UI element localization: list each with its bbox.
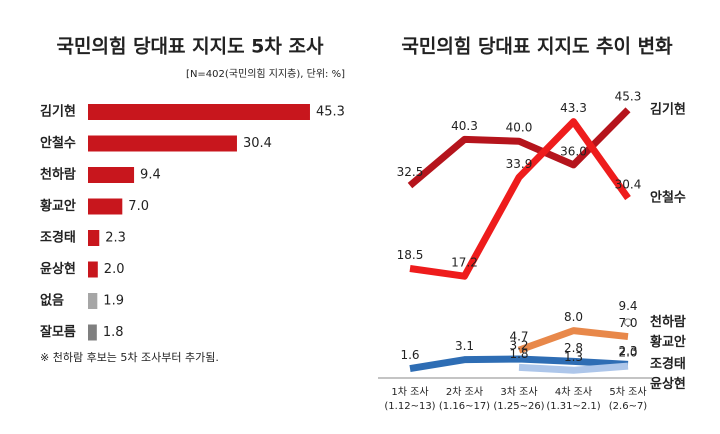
series-label: 천하람	[650, 314, 686, 330]
x-tick-label: (1.16~17)	[439, 401, 490, 412]
value-label: 2.0	[618, 346, 637, 360]
x-tick-label: (2.6~7)	[609, 401, 648, 412]
x-tick-label: (1.12~13)	[384, 401, 435, 412]
category-label: 김기현	[40, 104, 76, 120]
value-label: 43.3	[560, 101, 587, 115]
series-label: 윤상현	[650, 376, 686, 392]
value-label: 1.6	[400, 348, 419, 362]
bar	[88, 135, 237, 152]
value-label: 1.3	[564, 350, 583, 364]
line	[409, 355, 629, 372]
x-tick-label: (1.25~26)	[493, 401, 544, 412]
footnote: ※ 천하람 후보는 5차 조사부터 추가됨.	[40, 350, 219, 364]
value-label: 2.8	[564, 341, 583, 355]
value-label: 4.7	[509, 330, 528, 344]
category-label: 없음	[40, 293, 64, 309]
value-label: 7.0	[128, 199, 149, 214]
bar	[88, 198, 123, 215]
value-label: 3.2	[509, 339, 528, 353]
series-label: 황교안	[650, 334, 686, 350]
bar	[88, 261, 98, 278]
x-tick-label: (1.31~2.1)	[546, 401, 600, 412]
chart-title: 국민의힘 당대표 지지도 5차 조사	[57, 36, 324, 58]
x-tick-label: 5차 조사	[609, 386, 646, 398]
category-label: 윤상현	[40, 261, 76, 277]
value-label: 1.9	[103, 294, 124, 309]
value-label: 33.9	[506, 157, 533, 171]
value-label: 32.5	[397, 165, 424, 179]
value-label: 30.4	[615, 178, 642, 192]
value-label: 2.0	[104, 262, 125, 277]
value-label: 2.3	[618, 344, 637, 358]
value-label: 30.4	[243, 136, 272, 151]
series-label: 안철수	[650, 190, 686, 206]
bar	[88, 324, 97, 341]
value-label: 40.3	[451, 119, 478, 133]
value-label: 8.0	[564, 310, 583, 324]
chart-subtitle: [N=402(국민의힘 지지층), 단위: %]	[186, 67, 345, 80]
x-tick-label: 4차 조사	[555, 386, 592, 398]
line	[517, 327, 629, 354]
value-label: 9.4	[618, 299, 637, 313]
value-label: 17.2	[451, 256, 478, 270]
bar	[88, 104, 310, 120]
value-label: 1.8	[509, 347, 528, 361]
value-label: 3.1	[455, 339, 474, 353]
value-label: 2.3	[105, 231, 126, 246]
bar	[88, 230, 100, 246]
series-label: 조경태	[650, 356, 686, 372]
bar	[88, 293, 98, 309]
chart-title: 국민의힘 당대표 지지도 추이 변화	[401, 36, 673, 58]
series-label: 김기현	[650, 101, 686, 117]
category-label: 잘모름	[40, 325, 76, 340]
x-tick-label: 3차 조사	[500, 386, 537, 398]
category-label: 안철수	[40, 135, 76, 151]
x-tick-label: 2차 조사	[446, 386, 483, 398]
value-label: 1.8	[103, 325, 124, 340]
x-tick-label: 1차 조사	[391, 386, 428, 398]
value-label: 36.0	[560, 144, 587, 158]
bar	[88, 167, 135, 183]
value-label: 45.3	[615, 89, 642, 103]
value-label: 9.4	[140, 168, 161, 183]
value-label: 40.0	[506, 121, 533, 135]
line	[409, 118, 631, 280]
category-label: 천하람	[40, 167, 76, 183]
value-label: 7.0	[618, 316, 637, 330]
value-label: 45.3	[316, 105, 345, 120]
line	[518, 362, 629, 374]
category-label: 황교안	[40, 198, 76, 214]
value-label: 18.5	[397, 248, 424, 262]
category-label: 조경태	[40, 230, 76, 246]
point	[624, 318, 632, 327]
